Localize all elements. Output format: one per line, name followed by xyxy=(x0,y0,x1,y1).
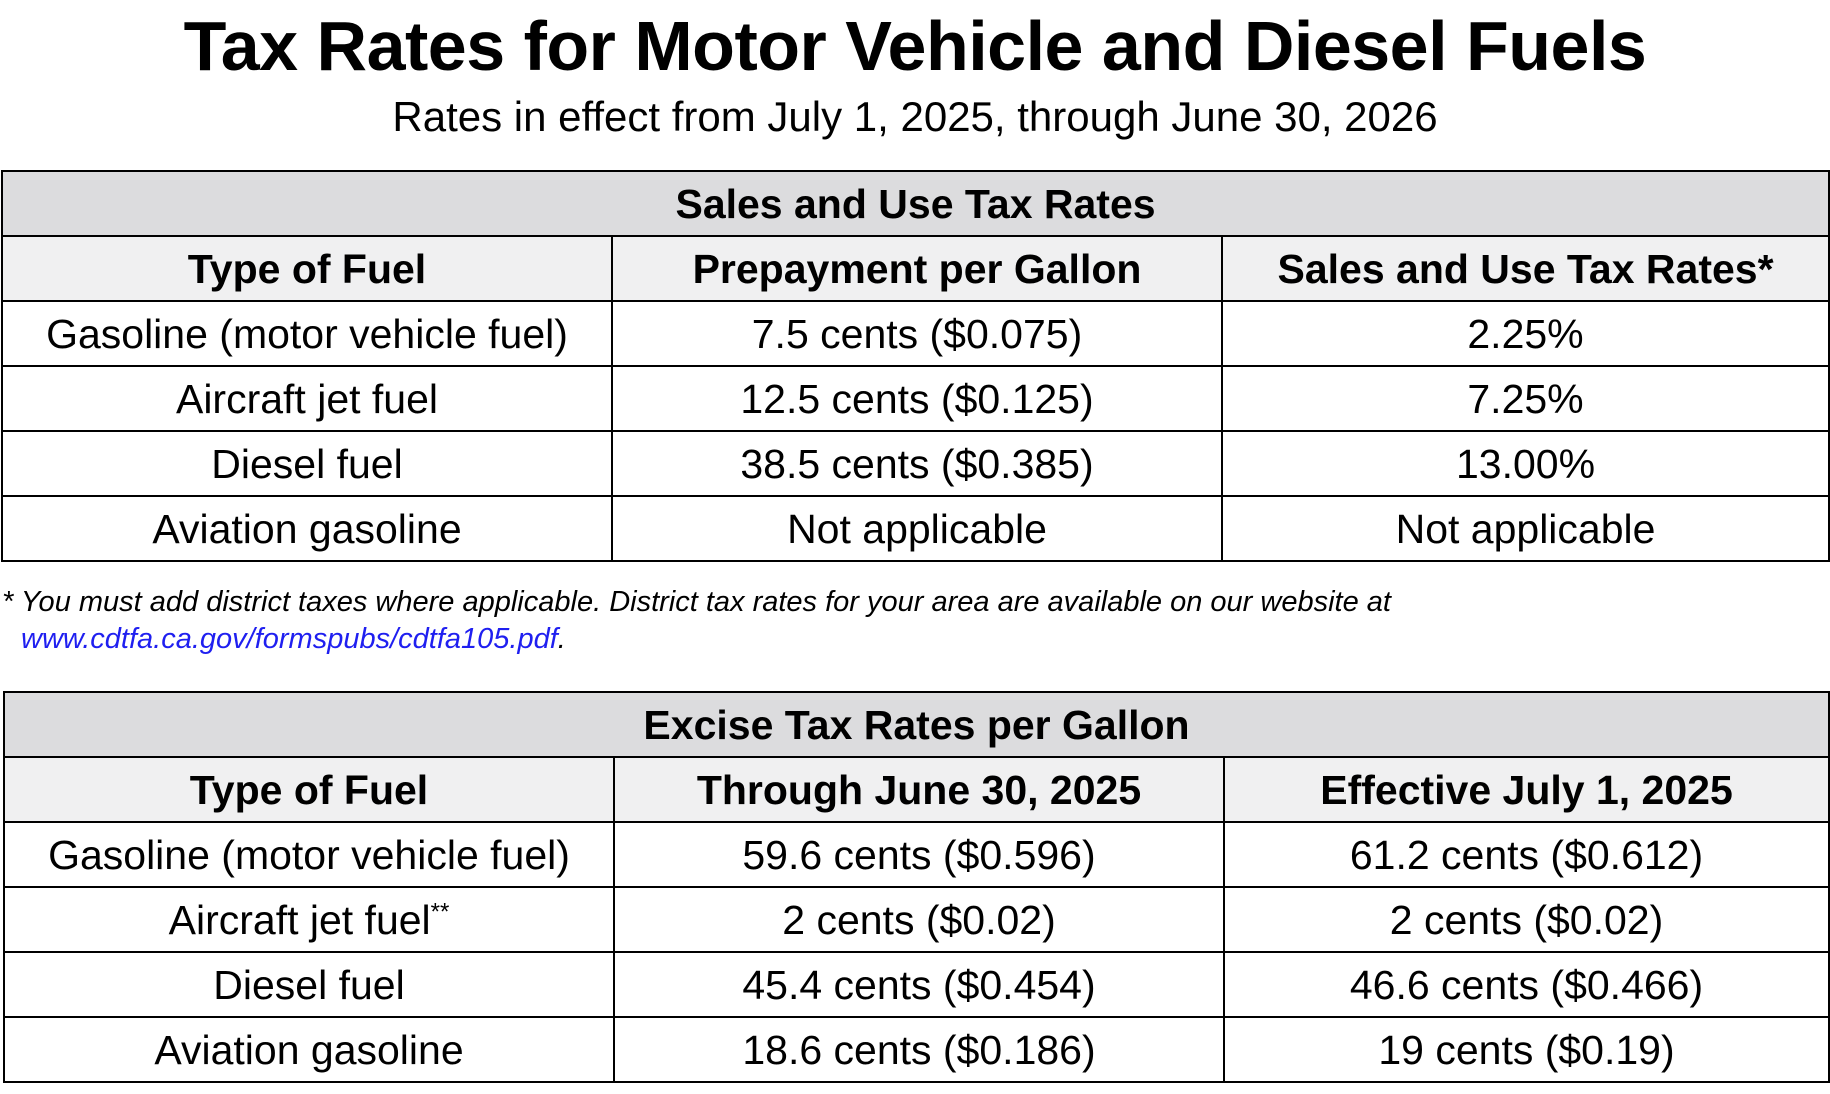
through-rate-cell: 18.6 cents ($0.186) xyxy=(613,1016,1225,1083)
footnote-link-line: www.cdtfa.ca.gov/formspubs/cdtfa105.pdf. xyxy=(2,621,1802,658)
fuel-type-label: Diesel fuel xyxy=(213,961,405,1008)
fuel-type-cell: Aircraft jet fuel** xyxy=(3,886,615,953)
footnote-period: . xyxy=(557,623,566,655)
footnote-marker: ** xyxy=(430,897,450,925)
fuel-type-label: Aircraft jet fuel xyxy=(168,896,431,943)
sales-use-tax-table: Sales and Use Tax Rates Type of Fuel Pre… xyxy=(0,170,1830,562)
table-row: Aviation gasoline 18.6 cents ($0.186) 19… xyxy=(3,1016,1830,1083)
table-row: Aircraft jet fuel** 2 cents ($0.02) 2 ce… xyxy=(3,886,1830,953)
excise-table-header-row: Type of Fuel Through June 30, 2025 Effec… xyxy=(3,756,1830,823)
page-subtitle: Rates in effect from July 1, 2025, throu… xyxy=(392,93,1438,140)
excise-table-title: Excise Tax Rates per Gallon xyxy=(3,691,1830,758)
table-row: Aircraft jet fuel 12.5 cents ($0.125) 7.… xyxy=(1,365,1830,432)
fuel-type-cell: Diesel fuel xyxy=(1,430,613,497)
column-header-fuel-type: Type of Fuel xyxy=(1,235,613,302)
page-title: Tax Rates for Motor Vehicle and Diesel F… xyxy=(183,7,1647,85)
fuel-type-label: Gasoline (motor vehicle fuel) xyxy=(48,831,570,878)
prepayment-cell: 7.5 cents ($0.075) xyxy=(611,300,1223,367)
fuel-type-cell: Aircraft jet fuel xyxy=(1,365,613,432)
table-row: Gasoline (motor vehicle fuel) 59.6 cents… xyxy=(3,821,1830,888)
column-header-sales-rate: Sales and Use Tax Rates* xyxy=(1220,235,1830,302)
sales-rate-cell: Not applicable xyxy=(1220,495,1830,562)
sales-rate-cell: 13.00% xyxy=(1220,430,1830,497)
effective-rate-cell: 46.6 cents ($0.466) xyxy=(1223,951,1830,1018)
excise-tax-table: Excise Tax Rates per Gallon Type of Fuel… xyxy=(3,691,1830,1083)
table-row: Diesel fuel 45.4 cents ($0.454) 46.6 cen… xyxy=(3,951,1830,1018)
cdtfa105-link[interactable]: www.cdtfa.ca.gov/formspubs/cdtfa105.pdf xyxy=(21,623,558,655)
through-rate-cell: 59.6 cents ($0.596) xyxy=(613,821,1225,888)
sales-table-title: Sales and Use Tax Rates xyxy=(0,170,1830,237)
fuel-type-cell: Aviation gasoline xyxy=(3,1016,615,1083)
fuel-type-cell: Diesel fuel xyxy=(3,951,615,1018)
effective-rate-cell: 19 cents ($0.19) xyxy=(1223,1016,1830,1083)
through-rate-cell: 2 cents ($0.02) xyxy=(613,886,1225,953)
prepayment-cell: 38.5 cents ($0.385) xyxy=(611,430,1223,497)
footnote-text: * You must add district taxes where appl… xyxy=(2,586,1391,618)
column-header-effective-date: Effective July 1, 2025 xyxy=(1223,756,1830,823)
sales-rate-cell: 2.25% xyxy=(1220,300,1830,367)
column-header-prepayment: Prepayment per Gallon xyxy=(611,235,1223,302)
table-row: Diesel fuel 38.5 cents ($0.385) 13.00% xyxy=(1,430,1830,497)
effective-rate-cell: 61.2 cents ($0.612) xyxy=(1223,821,1830,888)
column-header-through-date: Through June 30, 2025 xyxy=(613,756,1225,823)
prepayment-cell: 12.5 cents ($0.125) xyxy=(611,365,1223,432)
fuel-type-cell: Gasoline (motor vehicle fuel) xyxy=(1,300,613,367)
fuel-type-cell: Aviation gasoline xyxy=(1,495,613,562)
sales-rate-cell: 7.25% xyxy=(1220,365,1830,432)
district-tax-footnote: * You must add district taxes where appl… xyxy=(2,584,1802,658)
fuel-type-label: Aviation gasoline xyxy=(154,1026,464,1073)
sales-table-header-row: Type of Fuel Prepayment per Gallon Sales… xyxy=(1,235,1830,302)
through-rate-cell: 45.4 cents ($0.454) xyxy=(613,951,1225,1018)
fuel-type-cell: Gasoline (motor vehicle fuel) xyxy=(3,821,615,888)
effective-rate-cell: 2 cents ($0.02) xyxy=(1223,886,1830,953)
column-header-fuel-type: Type of Fuel xyxy=(3,756,615,823)
table-row: Gasoline (motor vehicle fuel) 7.5 cents … xyxy=(1,300,1830,367)
table-row: Aviation gasoline Not applicable Not app… xyxy=(1,495,1830,562)
prepayment-cell: Not applicable xyxy=(611,495,1223,562)
